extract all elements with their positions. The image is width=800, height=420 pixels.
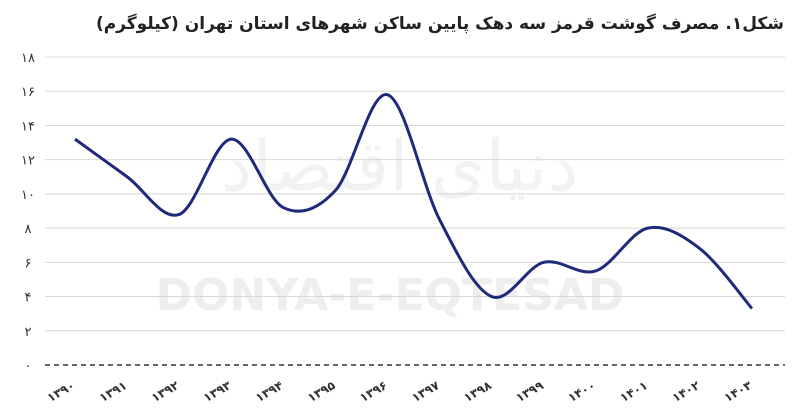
- y-tick-label: ۸: [25, 222, 32, 237]
- x-tick-label: ۱۳۹۴: [253, 378, 285, 405]
- x-tick-label: ۱۴۰۳: [722, 378, 755, 405]
- y-tick-label: ۶: [25, 256, 32, 271]
- x-tick-label: ۱۳۹۲: [149, 378, 182, 405]
- y-tick-label: ۱۲: [21, 154, 35, 169]
- y-tick-label: ۲: [25, 325, 32, 340]
- x-tick-label: ۱۳۹۸: [461, 378, 494, 405]
- x-tick-label: ۱۳۹۱: [97, 378, 129, 405]
- x-tick-label: ۱۳۹۶: [357, 378, 389, 405]
- x-tick-label: ۱۳۹۵: [305, 378, 337, 405]
- x-tick-label: ۱۴۰۱: [618, 378, 650, 405]
- x-tick-label: ۱۳۹۷: [409, 378, 442, 405]
- y-tick-label: ۴: [25, 291, 32, 306]
- x-tick-label: ۱۳۹۰: [45, 378, 77, 405]
- y-tick-label: ۱۸: [21, 51, 35, 66]
- x-tick-label: ۱۳۹۹: [514, 378, 547, 405]
- x-tick-label: ۱۴۰۲: [670, 378, 703, 405]
- y-tick-label: ۱۰: [21, 188, 35, 203]
- watermark-fa: دنیای اقتصاد: [221, 125, 578, 207]
- y-tick-label: ۱۴: [21, 119, 35, 134]
- y-tick-label: ۰: [25, 359, 32, 374]
- chart-title: شکل۱. مصرف گوشت قرمز سه دهک پایین ساکن ش…: [95, 14, 784, 34]
- x-tick-label: ۱۴۰۰: [566, 378, 598, 405]
- watermark: DONYA-E-EQTESAD: [156, 270, 625, 321]
- x-tick-label: ۱۳۹۳: [201, 378, 234, 405]
- y-tick-label: ۱۶: [21, 85, 35, 100]
- line: [74, 93, 754, 310]
